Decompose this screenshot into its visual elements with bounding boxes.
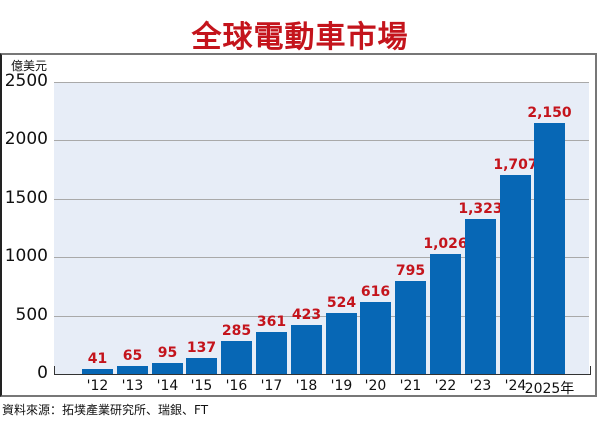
chart-frame xyxy=(0,53,597,397)
x-tick-label: '18 xyxy=(295,378,318,394)
bar-value-label: 616 xyxy=(360,284,391,300)
gridline xyxy=(54,82,589,83)
source-note: 資料來源：拓墣產業研究所、瑞銀、FT xyxy=(2,403,209,417)
bar-value-label: 1,323 xyxy=(458,201,503,217)
bar-value-label: 285 xyxy=(221,323,252,339)
bar xyxy=(82,369,113,374)
y-tick-label: 1500 xyxy=(4,188,48,208)
x-tick-label: '23 xyxy=(469,378,492,394)
bar xyxy=(291,325,322,374)
bar-value-label: 795 xyxy=(395,263,426,279)
bar xyxy=(256,332,287,374)
x-tick-label: '21 xyxy=(399,378,422,394)
x-tick-label: 2025年 xyxy=(524,381,575,397)
y-tick-label: 2500 xyxy=(4,71,48,91)
gridline xyxy=(54,316,589,317)
y-tick-label: 2000 xyxy=(4,129,48,149)
bar xyxy=(186,358,217,374)
x-tick-label: '16 xyxy=(225,378,248,394)
x-tick-label: '12 xyxy=(86,378,109,394)
bar xyxy=(117,366,148,374)
y-tick-label: 0 xyxy=(37,363,48,383)
x-tick-label: '19 xyxy=(330,378,353,394)
gridline xyxy=(54,257,589,258)
x-tick-label: '24 xyxy=(504,378,527,394)
bar xyxy=(360,302,391,374)
x-axis-line xyxy=(54,374,591,375)
gridline xyxy=(54,199,589,200)
x-tick-label: '15 xyxy=(190,378,213,394)
bar xyxy=(500,175,531,374)
bar-value-label: 1,026 xyxy=(423,236,468,252)
x-axis-right-tick xyxy=(590,366,591,375)
bar xyxy=(534,123,565,374)
y-tick-label: 500 xyxy=(15,305,48,325)
x-tick-label: '22 xyxy=(434,378,457,394)
x-tick-label: '14 xyxy=(156,378,179,394)
bar xyxy=(326,313,357,374)
bar-value-label: 2,150 xyxy=(527,105,572,121)
bar-value-label: 423 xyxy=(291,307,322,323)
bar xyxy=(465,219,496,374)
chart-title: 全球電動車市場 xyxy=(191,20,409,55)
x-tick-label: '17 xyxy=(260,378,283,394)
bar-value-label: 361 xyxy=(256,314,287,330)
bar-value-label: 65 xyxy=(122,348,143,364)
bar xyxy=(152,363,183,374)
y-axis-unit: 億美元 xyxy=(11,59,48,73)
gridline xyxy=(54,140,589,141)
bar-value-label: 137 xyxy=(186,340,217,356)
x-tick-label: '13 xyxy=(121,378,144,394)
bar xyxy=(430,254,461,374)
x-axis-left-tick xyxy=(54,366,55,375)
bar xyxy=(395,281,426,374)
bar-value-label: 524 xyxy=(326,295,357,311)
bar-value-label: 95 xyxy=(157,345,178,361)
bar-value-label: 1,707 xyxy=(493,157,538,173)
bar-value-label: 41 xyxy=(87,351,108,367)
bar xyxy=(221,341,252,374)
x-tick-label: '20 xyxy=(364,378,387,394)
y-tick-label: 1000 xyxy=(4,246,48,266)
